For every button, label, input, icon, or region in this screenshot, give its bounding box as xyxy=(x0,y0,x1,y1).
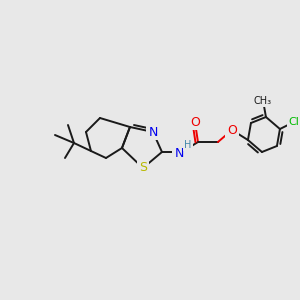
Text: O: O xyxy=(190,116,200,128)
Text: Cl: Cl xyxy=(289,117,299,127)
Text: H: H xyxy=(184,140,192,150)
Text: N: N xyxy=(148,125,158,139)
Text: N: N xyxy=(174,148,184,160)
Text: S: S xyxy=(139,161,147,175)
Text: CH₃: CH₃ xyxy=(254,96,272,106)
Text: O: O xyxy=(227,124,237,136)
